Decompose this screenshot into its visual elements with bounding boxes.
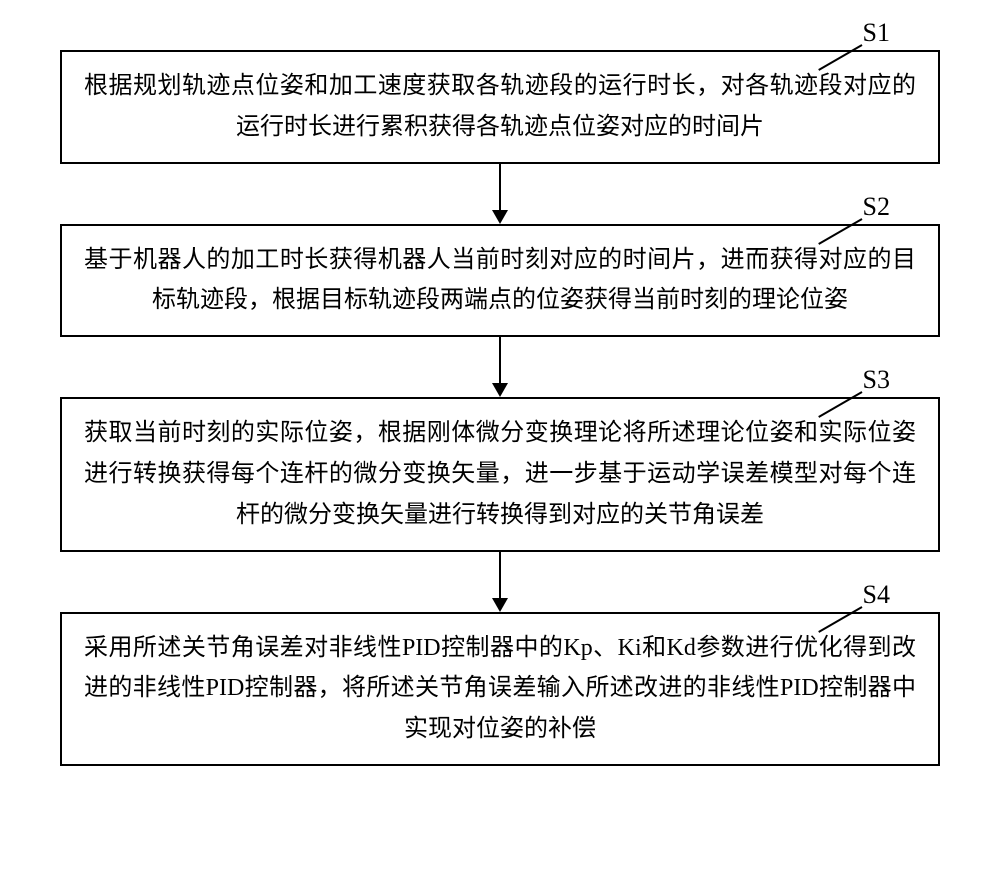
arrow-head-icon (492, 383, 508, 397)
flowchart-container: S1 根据规划轨迹点位姿和加工速度获取各轨迹段的运行时长，对各轨迹段对应的运行时… (50, 20, 950, 766)
step-container-s3: S3 获取当前时刻的实际位姿，根据刚体微分变换理论将所述理论位姿和实际位姿进行转… (50, 397, 950, 551)
arrow-line (499, 337, 501, 385)
arrow-s2-s3 (50, 337, 950, 397)
arrow-head-icon (492, 598, 508, 612)
step-box-s4: 采用所述关节角误差对非线性PID控制器中的Kp、Ki和Kd参数进行优化得到改进的… (60, 612, 940, 766)
arrow-s3-s4 (50, 552, 950, 612)
step-container-s4: S4 采用所述关节角误差对非线性PID控制器中的Kp、Ki和Kd参数进行优化得到… (50, 612, 950, 766)
step-container-s2: S2 基于机器人的加工时长获得机器人当前时刻对应的时间片，进而获得对应的目标轨迹… (50, 224, 950, 338)
arrow-s1-s2 (50, 164, 950, 224)
arrow-line (499, 164, 501, 212)
step-label-s1: S1 (863, 18, 890, 48)
step-container-s1: S1 根据规划轨迹点位姿和加工速度获取各轨迹段的运行时长，对各轨迹段对应的运行时… (50, 50, 950, 164)
arrow-head-icon (492, 210, 508, 224)
step-label-s2: S2 (863, 192, 890, 222)
step-box-s3: 获取当前时刻的实际位姿，根据刚体微分变换理论将所述理论位姿和实际位姿进行转换获得… (60, 397, 940, 551)
step-box-s1: 根据规划轨迹点位姿和加工速度获取各轨迹段的运行时长，对各轨迹段对应的运行时长进行… (60, 50, 940, 164)
step-label-s3: S3 (863, 365, 890, 395)
step-label-s4: S4 (863, 580, 890, 610)
step-box-s2: 基于机器人的加工时长获得机器人当前时刻对应的时间片，进而获得对应的目标轨迹段，根… (60, 224, 940, 338)
arrow-line (499, 552, 501, 600)
